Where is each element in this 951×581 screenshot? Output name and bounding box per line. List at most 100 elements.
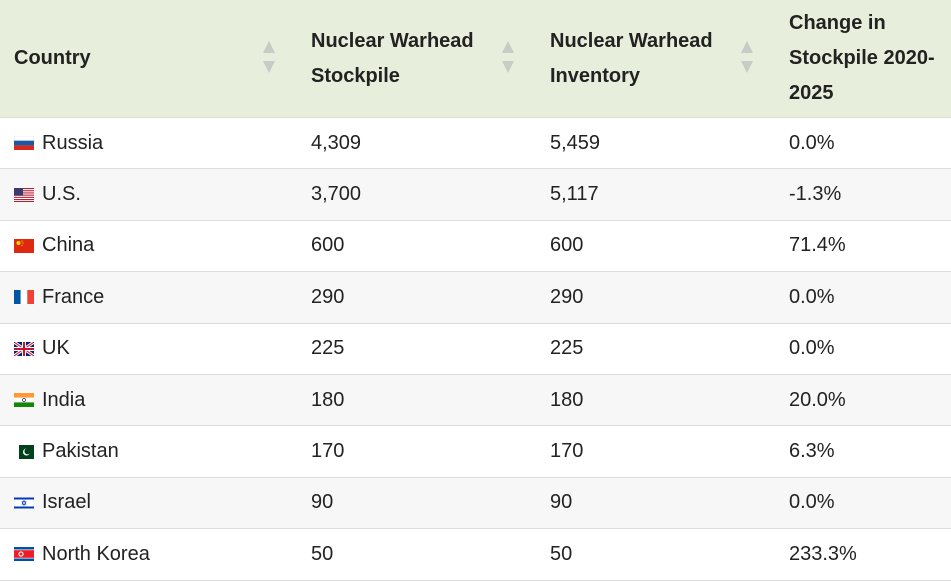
flag-icon [14, 547, 34, 562]
cell-text: 6.3% [789, 440, 835, 463]
cell-text: 600 [311, 234, 345, 257]
flag-icon [14, 136, 34, 151]
table-row: Israel 90 90 0.0% [0, 477, 951, 530]
header-cell[interactable]: Nuclear Warhead Inventory [536, 0, 775, 117]
table-cell: 90 [536, 478, 775, 528]
table-row: U.S. 3,700 5,117 -1.3% [0, 169, 951, 221]
table-row: Pakistan 170 170 6.3% [0, 426, 951, 478]
header-cell[interactable]: Nuclear Warhead Stockpile [297, 0, 536, 117]
header-text: Country [14, 47, 91, 69]
table-cell: 50 [536, 529, 775, 579]
table-cell: 180 [297, 375, 536, 425]
cell-text: U.S. [42, 183, 81, 206]
cell-text: 180 [311, 388, 345, 411]
table-cell: India [0, 375, 297, 425]
flag-icon [14, 444, 34, 459]
table-cell: -1.3% [775, 169, 951, 219]
table-cell: 233.3% [775, 529, 951, 579]
cell-text: 290 [311, 285, 345, 308]
cell-text: UK [42, 337, 70, 360]
table-cell: 5,459 [536, 118, 775, 168]
table-cell: 4,309 [297, 118, 536, 168]
table-cell: 290 [297, 272, 536, 322]
table-cell: France [0, 272, 297, 322]
header-text: Change in Stockpile 2020-2025 [789, 12, 935, 104]
cell-text: 90 [311, 491, 334, 514]
cell-text: 225 [311, 337, 345, 360]
cell-text: 170 [311, 440, 345, 463]
table-cell: U.S. [0, 169, 297, 219]
cell-text: 170 [550, 440, 584, 463]
cell-text: 90 [550, 491, 573, 514]
table-cell: 90 [297, 478, 536, 528]
cell-text: 71.4% [789, 234, 846, 257]
table-cell: 290 [536, 272, 775, 322]
table-cell: 6.3% [775, 426, 951, 476]
cell-text: 3,700 [311, 183, 362, 206]
cell-text: Russia [42, 131, 104, 154]
table-cell: 0.0% [775, 478, 951, 528]
cell-text: 225 [550, 337, 584, 360]
sort-icon[interactable] [262, 40, 276, 74]
table-cell: 0.0% [775, 272, 951, 322]
header-text: Nuclear Warhead Stockpile [311, 29, 474, 87]
cell-text: 4,309 [311, 131, 362, 154]
table-cell: 225 [297, 324, 536, 374]
cell-text: France [42, 285, 105, 308]
cell-text: 180 [550, 388, 584, 411]
flag-icon [14, 238, 34, 253]
flag-icon [14, 290, 34, 305]
table-cell: 170 [536, 426, 775, 476]
cell-text: 290 [550, 285, 584, 308]
table-body: Russia 4,309 5,459 0.0% U.S. 3,700 5,117 -1.3% C… [0, 118, 951, 581]
cell-text: 233.3% [789, 542, 857, 565]
table-cell: Israel [0, 478, 297, 528]
cell-text: 50 [550, 542, 573, 565]
table-cell: 600 [536, 221, 775, 271]
sort-icon[interactable] [740, 40, 754, 74]
cell-text: 50 [311, 542, 334, 565]
table-cell: 225 [536, 324, 775, 374]
table-row: France 290 290 0.0% [0, 272, 951, 324]
table-cell: 170 [297, 426, 536, 476]
flag-icon [14, 341, 34, 356]
table-cell: Russia [0, 118, 297, 168]
cell-text: 0.0% [789, 337, 835, 360]
table-row: Russia 4,309 5,459 0.0% [0, 118, 951, 170]
cell-text: 0.0% [789, 131, 835, 154]
cell-text: 20.0% [789, 388, 846, 411]
header-cell[interactable]: Change in Stockpile 2020-2025 [775, 0, 951, 117]
header-cell[interactable]: Country [0, 0, 297, 117]
table-cell: Pakistan [0, 426, 297, 476]
table-row: India 180 180 20.0% [0, 374, 951, 427]
table-cell: 180 [536, 375, 775, 425]
table-cell: North Korea [0, 529, 297, 579]
cell-text: India [42, 388, 86, 411]
table-cell: 71.4% [775, 221, 951, 271]
header-text: Nuclear Warhead Inventory [550, 29, 713, 87]
table-row: North Korea 50 50 233.3% [0, 529, 951, 581]
cell-text: 5,459 [550, 131, 601, 154]
table-row: China 600 600 71.4% [0, 221, 951, 273]
table-cell: 0.0% [775, 324, 951, 374]
cell-text: 0.0% [789, 491, 835, 514]
table-cell: 0.0% [775, 118, 951, 168]
flag-icon [14, 187, 34, 202]
table-cell: 600 [297, 221, 536, 271]
cell-text: 5,117 [550, 183, 599, 206]
table-cell: 5,117 [536, 169, 775, 219]
cell-text: Pakistan [42, 440, 119, 463]
cell-text: 600 [550, 234, 584, 257]
cell-text: China [42, 234, 95, 257]
flag-icon [14, 495, 34, 510]
header-row: Country Nuclear Warhead Stockpile Nuclear … [0, 0, 951, 118]
table-row: UK 225 225 0.0% [0, 324, 951, 375]
sort-icon[interactable] [501, 40, 515, 74]
table-cell: 3,700 [297, 169, 536, 219]
table-cell: UK [0, 324, 297, 374]
cell-text: Israel [42, 491, 91, 514]
flag-icon [14, 393, 34, 408]
table-cell: China [0, 221, 297, 271]
cell-text: North Korea [42, 542, 150, 565]
